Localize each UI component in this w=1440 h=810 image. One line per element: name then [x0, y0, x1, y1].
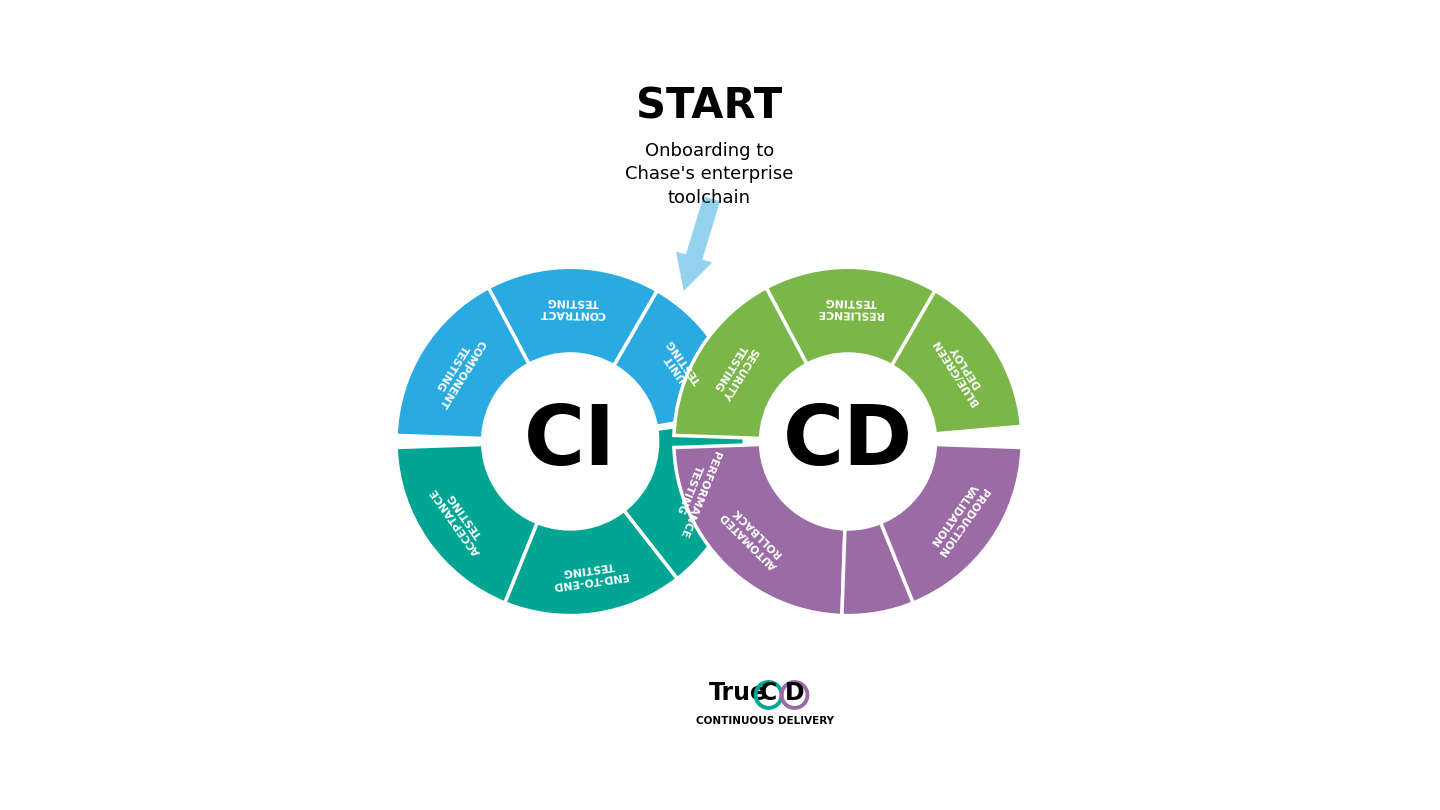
Polygon shape — [654, 415, 765, 457]
Wedge shape — [674, 288, 806, 438]
Wedge shape — [881, 445, 1022, 603]
Polygon shape — [674, 388, 744, 471]
Text: SECURITY
TESTING: SECURITY TESTING — [710, 339, 759, 402]
Wedge shape — [488, 267, 657, 365]
Text: C: C — [760, 681, 778, 706]
Text: RESLIENCE
TESTING: RESLIENCE TESTING — [816, 296, 884, 319]
Wedge shape — [674, 445, 845, 616]
Polygon shape — [674, 411, 744, 575]
Text: COMPONENT
TESTING: COMPONENT TESTING — [426, 331, 487, 409]
Text: CI: CI — [524, 401, 616, 482]
Text: CD: CD — [783, 401, 913, 482]
Text: D: D — [785, 681, 805, 706]
Text: CONTRACT
TESTING: CONTRACT TESTING — [540, 296, 606, 319]
Text: START: START — [636, 85, 782, 127]
Text: Onboarding to
Chase's enterprise
toolchain: Onboarding to Chase's enterprise toolcha… — [625, 142, 793, 207]
Wedge shape — [891, 291, 1021, 434]
Text: PERFORMANCE
TESTING: PERFORMANCE TESTING — [667, 445, 721, 539]
Wedge shape — [766, 267, 935, 365]
Text: PRODUCTION
VALIDATION: PRODUCTION VALIDATION — [926, 479, 989, 558]
Text: BLUE/GREEN
DEPLOY: BLUE/GREEN DEPLOY — [932, 331, 991, 407]
FancyArrow shape — [675, 196, 720, 292]
Wedge shape — [396, 445, 537, 603]
Wedge shape — [624, 417, 744, 578]
Text: AUTOMATED
ROLLBACK: AUTOMATED ROLLBACK — [719, 502, 788, 571]
Circle shape — [763, 356, 933, 526]
Wedge shape — [505, 510, 677, 616]
Polygon shape — [626, 426, 792, 509]
Wedge shape — [842, 522, 913, 616]
Wedge shape — [396, 288, 528, 438]
Text: ACCEPTANCE
TESTING: ACCEPTANCE TESTING — [429, 480, 492, 557]
Wedge shape — [613, 291, 742, 426]
Text: END-TO-END
TESTING: END-TO-END TESTING — [550, 558, 628, 590]
Text: CONTINUOUS DELIVERY: CONTINUOUS DELIVERY — [696, 716, 834, 726]
Text: True: True — [708, 681, 768, 706]
Text: UNIT
TESTING: UNIT TESTING — [657, 337, 704, 392]
Circle shape — [485, 356, 655, 526]
